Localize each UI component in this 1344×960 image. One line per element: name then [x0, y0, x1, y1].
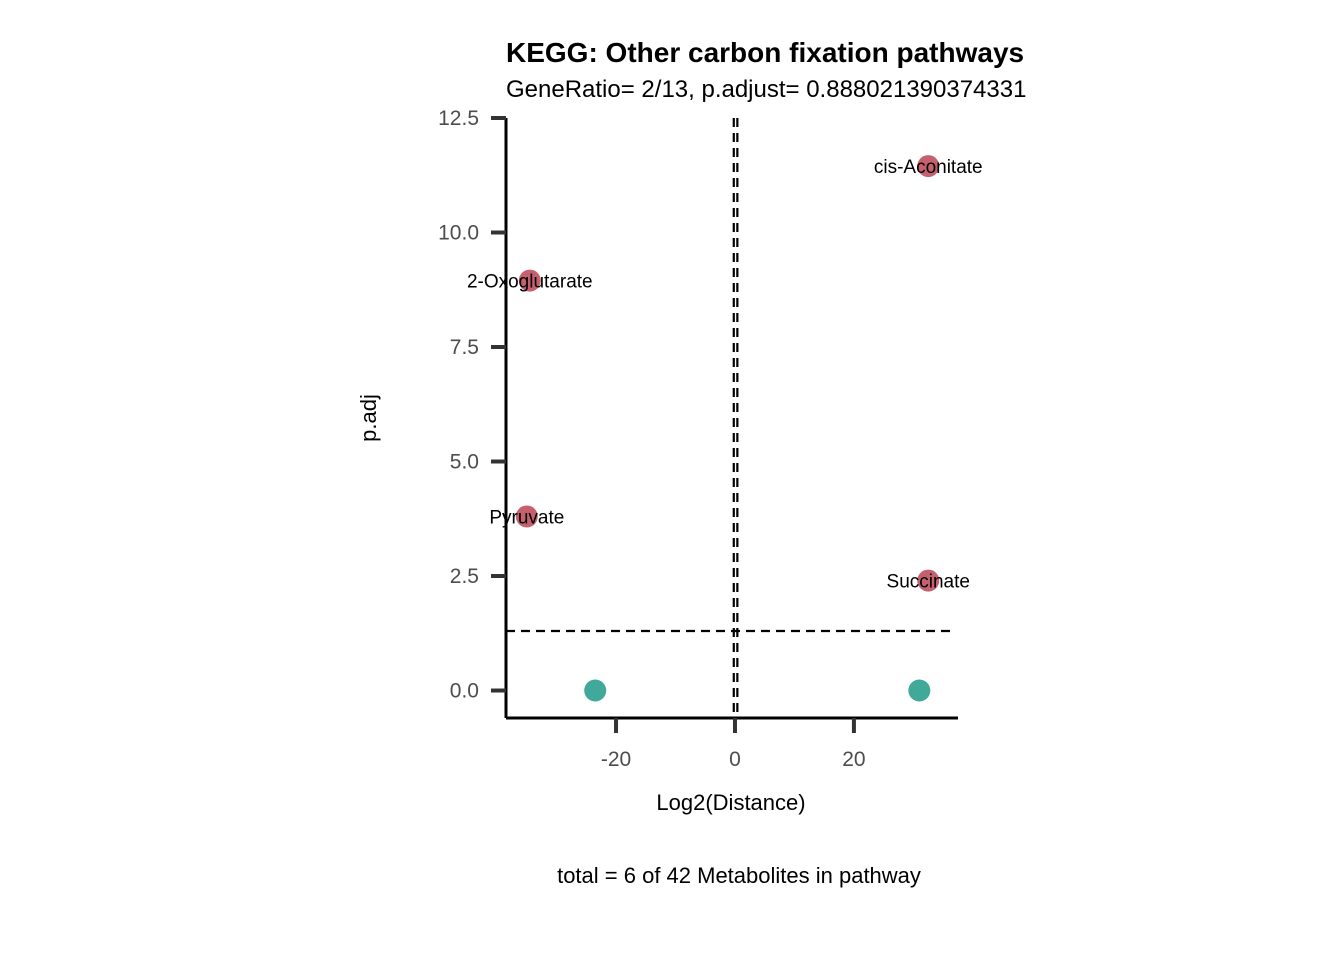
y-tick-label: 5.0 — [450, 451, 479, 474]
x-tick-label: 0 — [729, 748, 741, 771]
y-tick-label: 10.0 — [438, 222, 479, 245]
chart-title: KEGG: Other carbon fixation pathways — [506, 37, 1024, 68]
x-tick-label: 20 — [842, 748, 865, 771]
axes: 0.0 2.5 5.0 7.5 10.0 12.5 -20 0 20 — [438, 107, 958, 771]
data-points — [515, 155, 940, 702]
y-tick-label: 0.0 — [450, 680, 479, 703]
chart-subtitle: GeneRatio= 2/13, p.adjust= 0.88802139037… — [506, 76, 1026, 103]
y-tick-label: 12.5 — [438, 107, 479, 130]
y-tick-label: 7.5 — [450, 336, 479, 359]
x-tick-label: -20 — [601, 748, 631, 771]
data-point — [518, 269, 541, 292]
x-axis-title: Log2(Distance) — [656, 790, 805, 815]
y-tick-label: 2.5 — [450, 565, 479, 588]
chart-caption: total = 6 of 42 Metabolites in pathway — [557, 863, 921, 888]
point-label: 2-Oxoglutarate — [467, 272, 593, 293]
data-point — [584, 679, 607, 702]
data-point — [917, 569, 940, 592]
reference-lines — [506, 118, 950, 718]
point-label: Pyruvate — [489, 507, 564, 528]
data-point — [917, 155, 940, 178]
data-point — [908, 679, 931, 702]
point-labels: cis-Aconitate 2-Oxoglutarate Pyruvate Succi… — [467, 157, 983, 593]
point-label: cis-Aconitate — [874, 157, 983, 178]
point-label: Succinate — [887, 572, 970, 593]
data-point — [515, 505, 538, 528]
y-axis-title: p.adj — [356, 394, 381, 442]
